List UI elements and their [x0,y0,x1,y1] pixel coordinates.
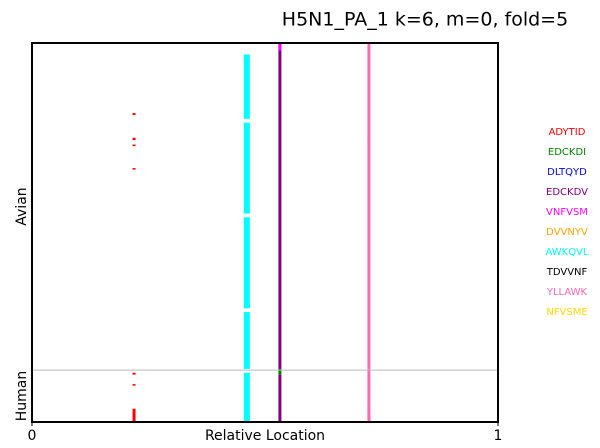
kmer-mark [367,43,371,422]
kmer-mark [278,43,282,51]
legend-entry: DLTQYD [547,167,587,178]
kmer-mark [278,368,282,375]
legend-entry: YLLAWK [546,287,588,298]
y-group-label: Human [14,371,30,422]
kmer-mark [132,384,136,386]
kmer-mark [278,43,282,369]
legend-entry: VNFVSM [546,207,588,218]
x-tick-label: 1 [494,428,503,444]
chart-title: H5N1_PA_1 k=6, m=0, fold=5 [282,9,568,31]
legend-entry: TDVVNF [546,267,588,278]
x-tick-label: 0 [28,428,37,444]
kmer-mark [243,54,250,119]
kmer-mark [132,168,136,170]
kmer-mark [132,113,136,116]
legend-entry: EDCKDI [548,147,586,158]
legend-entry: ADYTID [549,127,586,138]
kmer-mark [243,372,250,422]
legend-entry: EDCKDV [546,187,588,198]
legend-entry: AWKQVL [545,247,588,258]
kmer-mark [132,144,136,147]
y-group-label: Avian [14,187,30,225]
kmer-mark [278,374,282,422]
kmer-mark [243,312,250,369]
kmer-mark [243,217,250,309]
kmer-mark [243,122,250,214]
legend-entry: NFVSME [546,307,587,318]
legend-entry: DVVNYV [546,227,588,238]
kmer-mark [132,372,136,375]
kmer-mark [132,137,136,141]
kmer-mark [132,408,136,422]
plot-frame [31,42,499,423]
x-axis-label: Relative Location [205,428,325,444]
